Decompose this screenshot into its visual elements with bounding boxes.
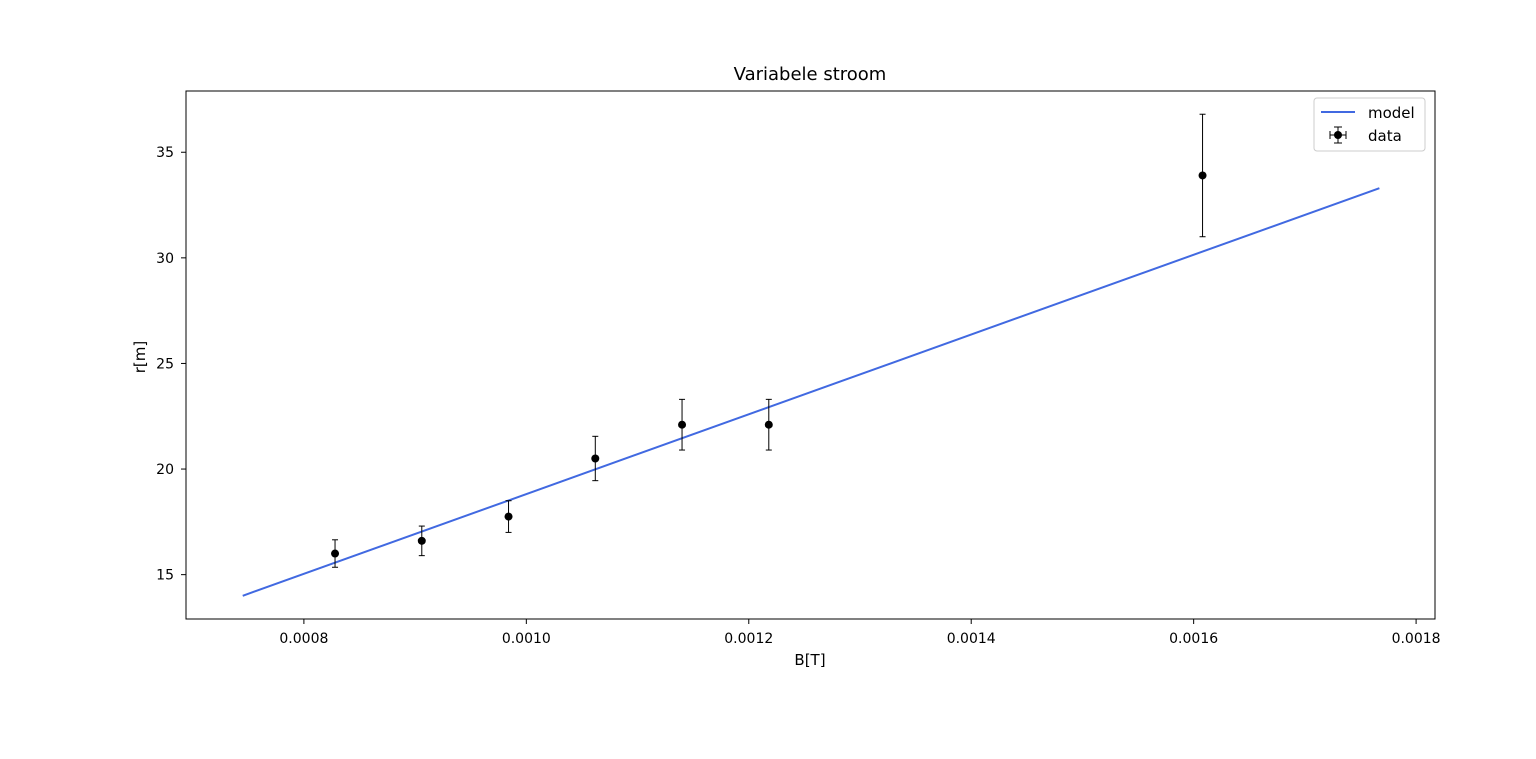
legend: model data — [1313, 97, 1426, 152]
plot-frame — [185, 90, 1436, 620]
x-tick-label: 0.0008 — [279, 631, 328, 647]
data-marker — [331, 549, 340, 558]
y-tick-label: 20 — [156, 462, 174, 478]
data-point — [331, 539, 340, 568]
y-tick-label: 35 — [156, 145, 174, 161]
y-tick-label: 30 — [156, 251, 174, 267]
data-marker — [504, 512, 513, 521]
data-marker — [678, 420, 687, 429]
x-tick-label: 0.0012 — [724, 631, 773, 647]
data-marker — [764, 420, 773, 429]
data-point — [1198, 113, 1207, 238]
plot-marks — [242, 113, 1380, 597]
y-tick-label: 25 — [156, 356, 174, 372]
data-marker — [1198, 171, 1207, 180]
data-point — [417, 525, 426, 557]
y-axis-label: r[m] — [131, 341, 149, 373]
legend-model-label: model — [1368, 104, 1415, 122]
data-point — [678, 398, 687, 451]
x-axis-label: B[T] — [794, 651, 825, 669]
chart-title: Variabele stroom — [734, 64, 887, 85]
data-point — [591, 435, 600, 482]
legend-data-swatch — [1329, 126, 1347, 144]
data-marker — [417, 536, 426, 545]
data-marker — [591, 454, 600, 463]
x-tick-label: 0.0014 — [947, 631, 996, 647]
axis-ticks: 0.0008 0.0010 0.0012 0.0014 0.0016 0.0018 15 20… — [156, 145, 1440, 647]
x-tick-label: 0.0010 — [502, 631, 551, 647]
data-point — [764, 398, 773, 451]
legend-data-label: data — [1368, 127, 1402, 145]
y-tick-label: 15 — [156, 568, 174, 584]
model-line — [242, 187, 1380, 597]
x-tick-label: 0.0016 — [1169, 631, 1218, 647]
x-tick-label: 0.0018 — [1392, 631, 1441, 647]
data-point — [504, 500, 513, 533]
